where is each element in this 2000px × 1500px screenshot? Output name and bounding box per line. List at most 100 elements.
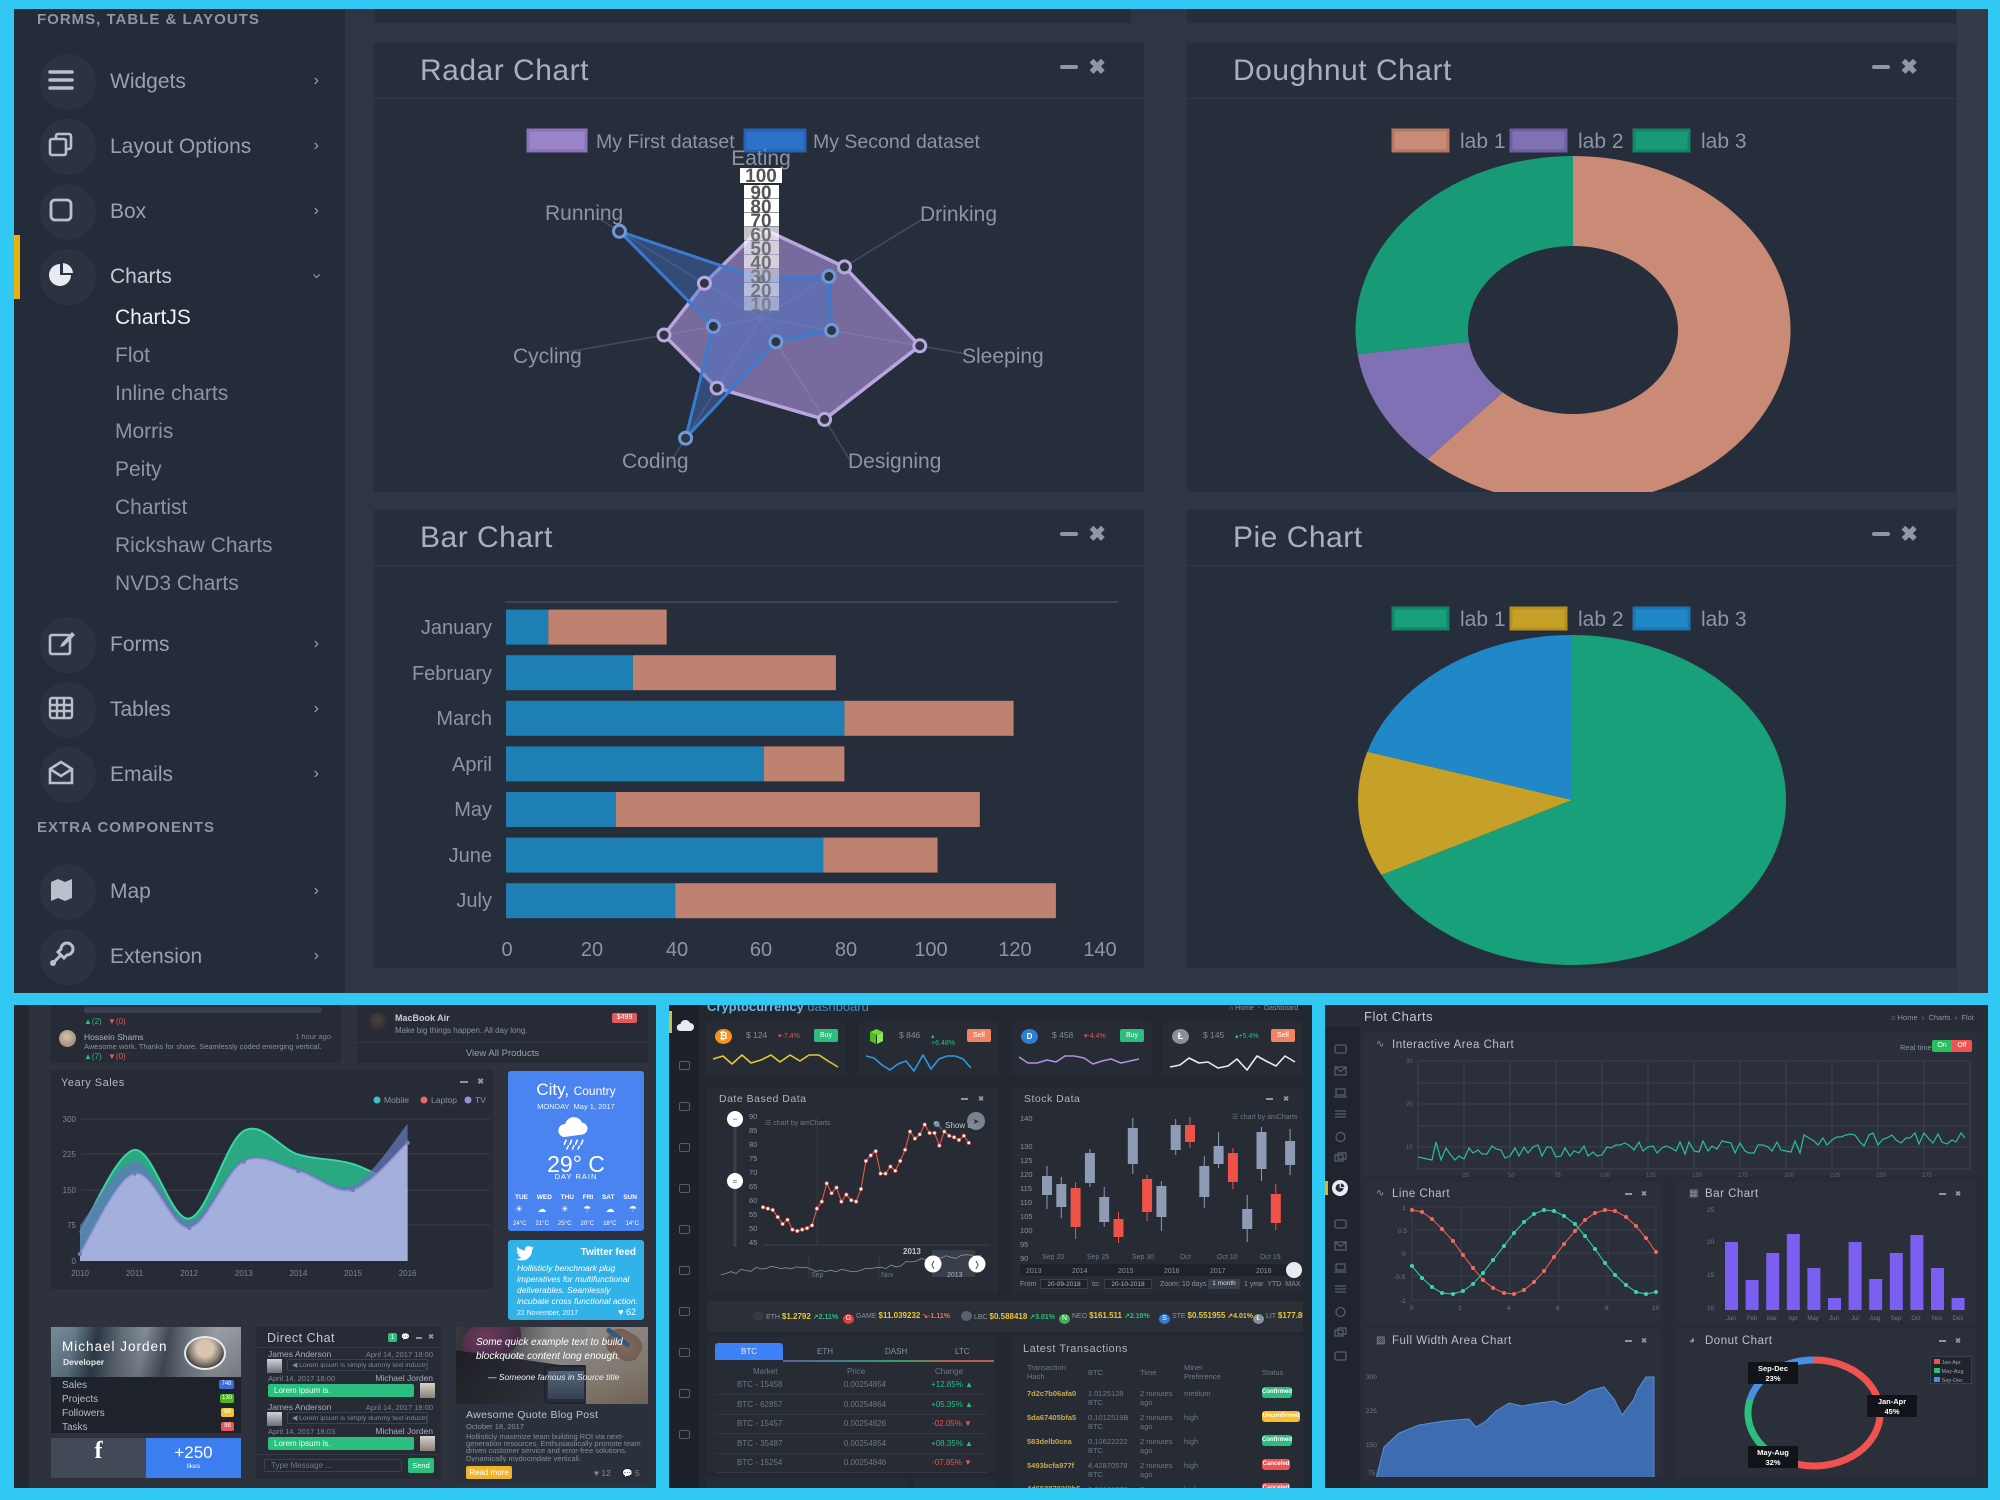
svg-text:lab 3: lab 3 [1701, 130, 1747, 153]
svg-text:140: 140 [1083, 939, 1116, 961]
svg-text:120: 120 [998, 939, 1031, 961]
svg-text:Dec: Dec [1953, 1316, 1964, 1322]
svg-text:Designing: Designing [848, 450, 941, 473]
svg-text:➤: ➤ [973, 1117, 980, 1126]
svg-text:Jan: Jan [1726, 1316, 1736, 1322]
svg-text:Eating: Eating [731, 147, 791, 170]
svg-text:90: 90 [750, 183, 771, 204]
svg-text:50: 50 [750, 239, 771, 260]
svg-text:0: 0 [1402, 1251, 1406, 1258]
svg-text:lab 3: lab 3 [1701, 608, 1747, 631]
svg-text:lab 2: lab 2 [1578, 130, 1624, 153]
svg-text:Aug: Aug [1870, 1316, 1881, 1322]
svg-text:Laptop: Laptop [431, 1095, 457, 1105]
svg-text:2016: 2016 [1164, 1268, 1180, 1275]
svg-text:70: 70 [749, 1168, 757, 1177]
svg-text:50: 50 [749, 1224, 757, 1233]
svg-text:50: 50 [1508, 1173, 1515, 1179]
svg-text:55: 55 [749, 1210, 757, 1219]
svg-text:95: 95 [1020, 1240, 1028, 1249]
svg-text:15: 15 [1707, 1272, 1715, 1279]
svg-text:2017: 2017 [1210, 1268, 1226, 1275]
svg-text:75: 75 [749, 1154, 757, 1163]
svg-text:100: 100 [1600, 1173, 1611, 1179]
svg-text:120: 120 [1020, 1170, 1033, 1179]
svg-text:40: 40 [750, 253, 771, 274]
svg-text:4: 4 [1507, 1305, 1511, 1312]
svg-text:80: 80 [749, 1140, 757, 1149]
svg-text:140: 140 [1020, 1114, 1033, 1123]
svg-text:Jun: Jun [1829, 1316, 1839, 1322]
svg-text:10: 10 [750, 295, 771, 316]
svg-text:Sep: Sep [1891, 1316, 1902, 1322]
svg-text:200: 200 [1784, 1173, 1795, 1179]
svg-text:100: 100 [745, 166, 777, 187]
svg-text:60: 60 [750, 225, 771, 246]
svg-text:2010: 2010 [71, 1269, 89, 1278]
svg-text:Oct 10: Oct 10 [1217, 1254, 1238, 1261]
svg-text:-1: -1 [1400, 1298, 1406, 1305]
svg-text:0.5: 0.5 [1398, 1228, 1407, 1235]
svg-text:250: 250 [1876, 1173, 1887, 1179]
svg-text:2013: 2013 [1026, 1268, 1042, 1275]
svg-text:❬: ❬ [930, 1260, 937, 1269]
svg-text:☰ chart by amCharts: ☰ chart by amCharts [765, 1120, 831, 1127]
svg-text:=: = [733, 1177, 738, 1186]
svg-text:Mar: Mar [1767, 1316, 1777, 1322]
svg-text:60: 60 [749, 1196, 757, 1205]
svg-text:300: 300 [63, 1115, 77, 1124]
svg-text:175: 175 [1738, 1173, 1749, 1179]
svg-text:TV: TV [475, 1095, 486, 1105]
svg-text:100: 100 [1020, 1226, 1033, 1235]
svg-text:lab 1: lab 1 [1460, 130, 1506, 153]
svg-text:130: 130 [1020, 1142, 1033, 1151]
svg-text:65: 65 [749, 1182, 757, 1191]
svg-text:25: 25 [1707, 1207, 1715, 1214]
svg-text:Nov: Nov [881, 1272, 894, 1279]
svg-text:Sleeping: Sleeping [962, 345, 1044, 368]
svg-text:85: 85 [749, 1126, 757, 1135]
svg-text:2015: 2015 [344, 1269, 362, 1278]
svg-text:Nov: Nov [1932, 1316, 1943, 1322]
svg-text:1: 1 [1402, 1205, 1406, 1212]
svg-text:June: June [449, 845, 492, 867]
svg-text:30: 30 [1406, 1059, 1413, 1065]
svg-text:10: 10 [1406, 1145, 1413, 1151]
svg-text:Oct: Oct [1911, 1316, 1921, 1322]
svg-text:2011: 2011 [126, 1269, 144, 1278]
svg-text:125: 125 [1020, 1156, 1033, 1165]
svg-text:75: 75 [1368, 1470, 1376, 1477]
svg-text:2013: 2013 [235, 1269, 253, 1278]
svg-text:Drinking: Drinking [920, 203, 997, 226]
svg-text:2015: 2015 [1118, 1268, 1134, 1275]
svg-text:90: 90 [1020, 1254, 1028, 1263]
svg-text:105: 105 [1020, 1212, 1033, 1221]
svg-text:July: July [456, 890, 492, 912]
svg-text:Sep: Sep [811, 1272, 824, 1279]
svg-text:-0.5: -0.5 [1394, 1274, 1406, 1281]
svg-text:115: 115 [1020, 1184, 1032, 1193]
svg-text:225: 225 [63, 1150, 77, 1159]
svg-text:❭: ❭ [974, 1260, 981, 1269]
svg-text:☰ chart by amCharts: ☰ chart by amCharts [1232, 1114, 1298, 1121]
svg-text:Oct: Oct [1180, 1254, 1191, 1261]
svg-text:April: April [452, 754, 492, 776]
svg-text:150: 150 [1692, 1173, 1703, 1179]
svg-text:May: May [1807, 1316, 1818, 1322]
svg-text:2013: 2013 [947, 1272, 963, 1279]
svg-text:100: 100 [914, 939, 947, 961]
svg-text:Cycling: Cycling [513, 345, 582, 368]
svg-text:2: 2 [1458, 1305, 1462, 1312]
svg-text:0: 0 [1410, 1305, 1414, 1312]
svg-text:90: 90 [749, 1112, 757, 1121]
svg-text:0: 0 [501, 939, 512, 961]
svg-text:6: 6 [1556, 1305, 1560, 1312]
svg-text:February: February [412, 663, 492, 685]
svg-text:125: 125 [1646, 1173, 1657, 1179]
svg-text:60: 60 [750, 939, 772, 961]
svg-text:My Second dataset: My Second dataset [813, 131, 981, 153]
svg-text:Sep 25: Sep 25 [1087, 1254, 1109, 1261]
svg-text:225: 225 [1366, 1408, 1377, 1415]
svg-text:25: 25 [1462, 1173, 1469, 1179]
svg-text:2013: 2013 [903, 1247, 921, 1256]
